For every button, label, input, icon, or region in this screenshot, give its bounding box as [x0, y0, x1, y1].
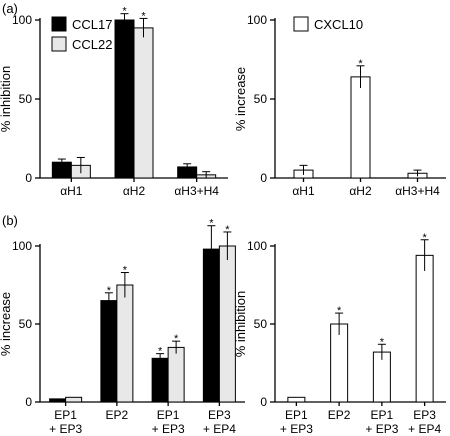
y-tick-label: 0 [260, 171, 267, 185]
significance-marker: * [358, 58, 363, 70]
bar [151, 357, 169, 403]
panel-label-b: (b) [2, 213, 18, 228]
x-tick-label: + EP3 [49, 422, 82, 436]
legend-label: CCL22 [72, 37, 112, 52]
x-tick-label: EP1 [157, 408, 180, 422]
legend-label: CCL17 [72, 17, 112, 32]
x-tick-label: EP3 [413, 408, 436, 422]
significance-marker: * [225, 224, 230, 236]
panel-label-a: (a) [2, 1, 18, 16]
significance-marker: * [141, 10, 146, 22]
significance-marker: * [123, 265, 128, 277]
x-tick-label: EP1 [371, 408, 394, 422]
x-tick-label: αH1 [60, 184, 83, 198]
y-tick-label: 100 [12, 13, 32, 27]
bar [133, 27, 154, 179]
y-tick-label: 100 [247, 13, 267, 27]
bar [350, 76, 371, 179]
bar [116, 284, 134, 403]
legend-swatch [293, 16, 309, 32]
x-tick-label: αH1 [292, 184, 315, 198]
y-tick-label: 0 [260, 395, 267, 409]
y-tick-label: 100 [12, 239, 32, 253]
y-axis-title: % inhibition [233, 291, 248, 358]
x-tick-label: + EP4 [203, 422, 236, 436]
x-tick-label: EP2 [328, 408, 351, 422]
y-tick-label: 100 [247, 239, 267, 253]
bar [49, 398, 67, 403]
y-tick-label: 50 [254, 92, 268, 106]
bar [65, 396, 83, 403]
x-tick-label: αH3+H4 [395, 184, 440, 198]
significance-marker: * [158, 346, 163, 358]
legend-label: CXCL10 [314, 17, 363, 32]
y-tick-label: 0 [25, 171, 32, 185]
y-axis-title: % increase [233, 67, 248, 131]
x-tick-label: + EP3 [152, 422, 185, 436]
significance-marker: * [107, 285, 112, 297]
x-tick-label: EP1 [285, 408, 308, 422]
bar [415, 254, 434, 403]
bar [114, 19, 135, 179]
y-axis-title: % increase [0, 292, 13, 356]
bar [330, 323, 349, 403]
significance-marker: * [337, 305, 342, 317]
significance-marker: * [209, 218, 214, 230]
significance-marker: * [380, 336, 385, 348]
x-tick-label: EP3 [208, 408, 231, 422]
bar [287, 396, 306, 403]
x-tick-label: + EP3 [280, 422, 313, 436]
legend-swatch [51, 36, 67, 52]
legend-swatch [51, 16, 67, 32]
x-tick-label: αH3+H4 [174, 184, 219, 198]
y-tick-label: 50 [254, 317, 268, 331]
y-tick-label: 50 [19, 92, 33, 106]
bar [167, 346, 185, 403]
x-tick-label: EP2 [106, 408, 129, 422]
y-tick-label: 0 [25, 395, 32, 409]
x-tick-label: αH2 [123, 184, 146, 198]
significance-marker: * [174, 333, 179, 345]
bar [100, 300, 118, 403]
chart-a-right: 0 50 100 % increase αH1 αH2 * αH3+H4 CXCL10 [233, 13, 446, 198]
y-tick-label: 50 [19, 317, 33, 331]
y-axis-title: % inhibition [0, 66, 13, 133]
x-tick-label: EP1 [54, 408, 77, 422]
chart-a-left: 0 50 100 % inhibition αH1 αH2 * * αH3+H4 CCL17 CCL… [0, 6, 228, 198]
significance-marker: * [422, 232, 427, 244]
x-tick-label: + EP4 [408, 422, 441, 436]
significance-marker: * [122, 6, 127, 18]
charts-layer: 0 50 100 % inhibition αH1 αH2 * * αH3+H4 CCL17 CCL… [0, 6, 446, 436]
x-tick-label: + EP3 [365, 422, 398, 436]
x-tick-label: αH2 [349, 184, 372, 198]
